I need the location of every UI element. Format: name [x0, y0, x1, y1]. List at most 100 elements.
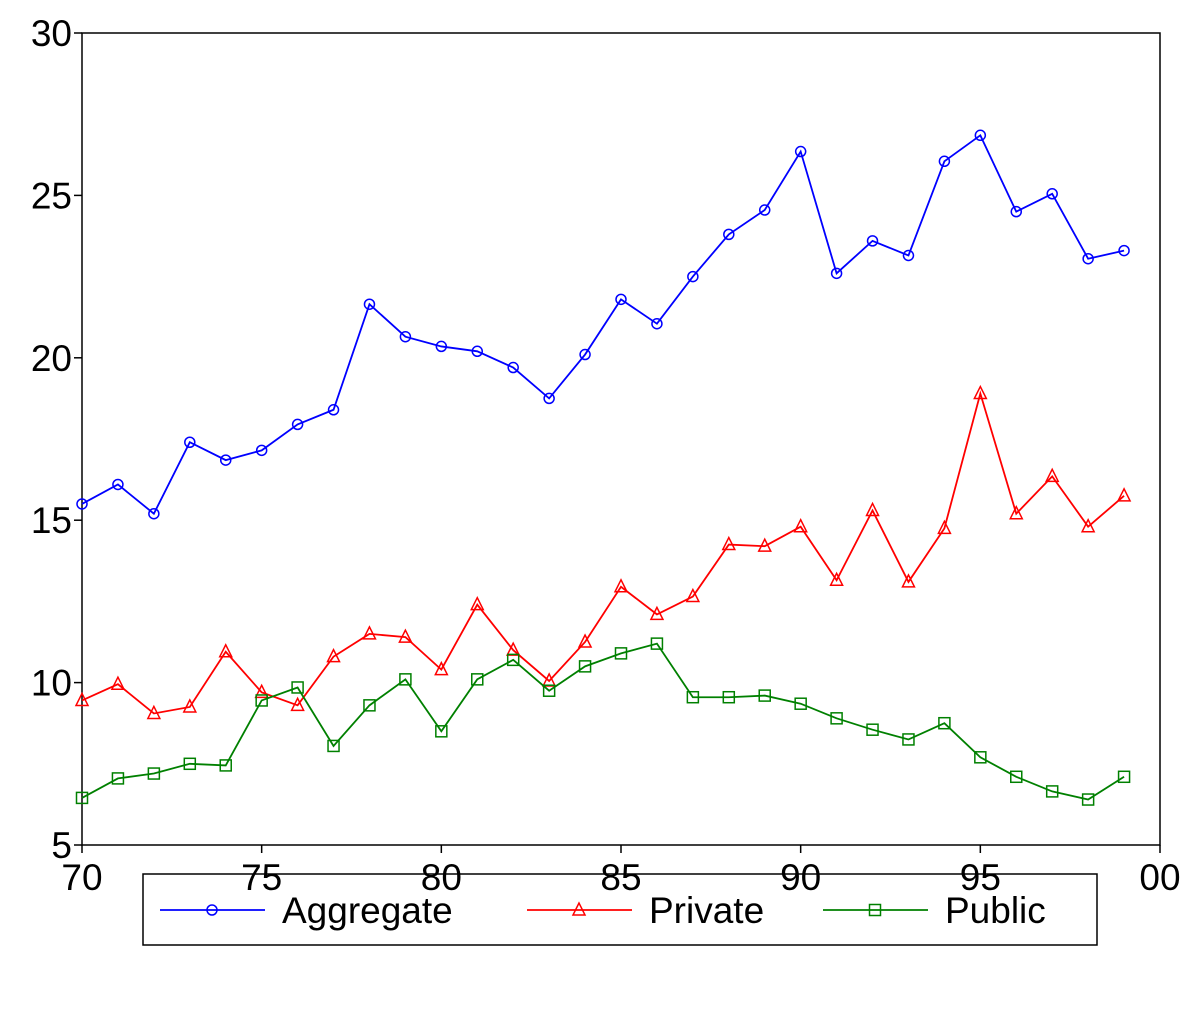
data-point	[74, 691, 90, 707]
data-point	[543, 392, 555, 405]
data-point	[255, 694, 268, 707]
data-point	[579, 348, 591, 361]
data-point	[219, 454, 232, 466]
data-point	[651, 317, 663, 330]
data-point	[327, 404, 340, 416]
data-point	[614, 647, 628, 660]
y-tick-label: 30	[31, 13, 72, 54]
data-point	[1010, 205, 1023, 218]
data-point	[1117, 770, 1131, 784]
y-tick-label: 5	[51, 825, 72, 866]
data-point	[434, 660, 449, 676]
data-point	[865, 501, 880, 517]
data-point	[686, 690, 700, 704]
data-point	[613, 578, 629, 593]
data-point	[471, 345, 484, 358]
x-tick-label: 95	[960, 857, 1001, 898]
data-point	[506, 653, 520, 667]
data-point	[973, 384, 988, 400]
legend-box	[142, 873, 1098, 946]
data-point	[794, 697, 807, 710]
data-point	[1082, 252, 1094, 265]
data-point	[291, 681, 304, 694]
data-point	[1118, 244, 1130, 257]
data-point	[650, 637, 664, 650]
y-tick-label: 20	[31, 338, 72, 379]
data-point	[471, 673, 484, 686]
data-point	[829, 571, 844, 587]
data-point	[146, 704, 162, 720]
data-point	[901, 573, 916, 588]
data-point	[291, 418, 304, 431]
data-point	[649, 605, 665, 621]
data-point	[866, 723, 879, 736]
data-point	[363, 699, 376, 712]
data-point	[723, 228, 735, 241]
data-point	[721, 535, 737, 551]
data-point	[830, 712, 843, 725]
data-point	[902, 733, 915, 746]
data-point	[290, 696, 305, 712]
x-tick-label: 80	[421, 857, 462, 898]
x-tick-label: 70	[61, 857, 102, 898]
data-point	[830, 267, 843, 280]
data-point	[1044, 467, 1060, 483]
legend-marker	[571, 901, 587, 916]
data-point	[399, 673, 412, 686]
data-point	[435, 340, 448, 353]
data-point	[507, 361, 519, 374]
data-point	[938, 716, 951, 730]
x-tick-label: 00	[1139, 857, 1180, 898]
data-point	[1045, 785, 1059, 798]
data-point	[794, 145, 807, 158]
data-point	[758, 689, 771, 702]
data-point	[112, 478, 124, 491]
data-point	[470, 595, 485, 611]
data-point	[148, 507, 160, 520]
legend-label: Aggregate	[282, 890, 453, 931]
series-line	[81, 390, 1125, 715]
data-point	[255, 444, 268, 457]
data-point	[184, 436, 196, 448]
x-tick-label: 75	[241, 857, 282, 898]
data-point	[398, 628, 413, 643]
data-point	[1080, 518, 1096, 533]
data-point	[326, 647, 341, 663]
data-point	[542, 684, 556, 697]
data-point	[687, 270, 699, 283]
legend-label: Private	[649, 890, 764, 931]
legend-label: Public	[945, 890, 1046, 931]
data-point	[974, 751, 987, 764]
legend-marker	[206, 904, 218, 916]
data-point	[541, 672, 557, 687]
data-point	[1010, 770, 1023, 784]
data-point	[75, 791, 89, 805]
data-point	[254, 683, 269, 699]
data-point	[147, 767, 161, 780]
data-point	[974, 129, 987, 142]
data-point	[111, 772, 125, 785]
data-point	[182, 698, 198, 713]
data-point	[183, 757, 197, 771]
y-tick-label: 25	[31, 175, 72, 216]
data-point	[722, 690, 736, 704]
y-tick-label: 10	[31, 663, 72, 704]
series-line	[81, 133, 1125, 516]
data-point	[435, 725, 448, 738]
data-point	[110, 675, 126, 690]
data-point	[578, 660, 592, 673]
data-point	[938, 155, 951, 168]
data-point	[219, 759, 232, 772]
y-tick-label: 15	[31, 500, 72, 541]
data-point	[76, 498, 88, 510]
data-point	[363, 298, 376, 310]
data-point	[757, 537, 772, 552]
data-point	[1009, 505, 1024, 520]
data-point	[327, 739, 340, 753]
data-point	[362, 625, 377, 640]
data-point	[902, 249, 915, 262]
legend-marker	[868, 903, 882, 917]
data-point	[218, 643, 233, 658]
